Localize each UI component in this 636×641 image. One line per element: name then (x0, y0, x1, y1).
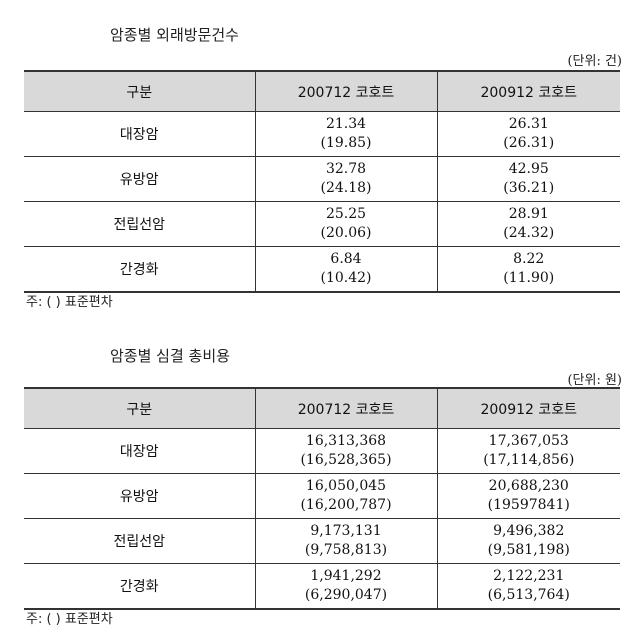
std-dev-value: (10.42) (320, 270, 372, 286)
costs-footnote: 주: ( ) 표준편차 (26, 612, 113, 627)
cohort-2009-cell: 8.22 (11.90) (436, 246, 620, 293)
table-row: 간경화 1,941,292 (6,290,047) 2,122,231 (6,5… (24, 563, 620, 610)
std-dev-value: (20.06) (320, 225, 372, 241)
mean-value: 9,496,382 (493, 523, 565, 539)
mean-value: 17,367,053 (488, 433, 569, 449)
costs-table-title: 암종별 심결 총비용 (110, 347, 230, 365)
cohort-2007-cell: 25.25 (20.06) (254, 201, 437, 247)
cohort-2007-cell: 6.84 (10.42) (254, 246, 437, 293)
visits-header-category: 구분 (24, 70, 255, 112)
row-label: 전립선암 (24, 518, 255, 564)
costs-header-2007-cohort: 200712 코호트 (254, 387, 437, 429)
mean-value: 2,122,231 (493, 568, 565, 584)
cohort-2007-cell: 16,050,045 (16,200,787) (254, 473, 437, 519)
mean-value: 9,173,131 (310, 523, 382, 539)
std-dev-value: (11.90) (503, 270, 555, 286)
std-dev-value: (9,758,813) (304, 542, 388, 558)
costs-header-row: 구분 200712 코호트 200912 코호트 (24, 387, 620, 429)
table-row: 유방암 32.78 (24.18) 42.95 (36.21) (24, 156, 620, 202)
cohort-2009-cell: 2,122,231 (6,513,764) (436, 563, 620, 610)
visits-header-2009-cohort: 200912 코호트 (436, 70, 620, 112)
cohort-2009-cell: 42.95 (36.21) (436, 156, 620, 202)
row-label: 전립선암 (24, 201, 255, 247)
cohort-2009-cell: 26.31 (26.31) (436, 111, 620, 157)
std-dev-value: (19597841) (487, 497, 570, 513)
table-row: 전립선암 9,173,131 (9,758,813) 9,496,382 (9,… (24, 518, 620, 564)
costs-unit-label: (단위: 원) (567, 373, 622, 388)
table-row: 유방암 16,050,045 (16,200,787) 20,688,230 (… (24, 473, 620, 519)
row-label: 대장암 (24, 428, 255, 474)
costs-header-category: 구분 (24, 387, 255, 429)
table-row: 간경화 6.84 (10.42) 8.22 (11.90) (24, 246, 620, 293)
mean-value: 21.34 (325, 116, 367, 132)
row-label: 유방암 (24, 473, 255, 519)
costs-table: 구분 200712 코호트 200912 코호트 대장암 16,313,368 … (24, 387, 620, 610)
std-dev-value: (6,290,047) (304, 587, 388, 603)
std-dev-value: (16,200,787) (300, 497, 392, 513)
mean-value: 28.91 (508, 206, 549, 222)
std-dev-value: (36.21) (503, 180, 555, 196)
mean-value: 25.25 (325, 206, 367, 222)
mean-value: 26.31 (508, 116, 549, 132)
cohort-2009-cell: 20,688,230 (19597841) (436, 473, 620, 519)
cohort-2009-cell: 9,496,382 (9,581,198) (436, 518, 620, 564)
cohort-2009-cell: 28.91 (24.32) (436, 201, 620, 247)
cohort-2007-cell: 21.34 (19.85) (254, 111, 437, 157)
cohort-2007-cell: 32.78 (24.18) (254, 156, 437, 202)
table-row: 대장암 21.34 (19.85) 26.31 (26.31) (24, 111, 620, 157)
cohort-2007-cell: 16,313,368 (16,528,365) (254, 428, 437, 474)
mean-value: 6.84 (330, 251, 362, 267)
std-dev-value: (16,528,365) (300, 452, 392, 468)
visits-table-title: 암종별 외래방문건수 (110, 26, 239, 44)
std-dev-value: (9,581,198) (487, 542, 570, 558)
std-dev-value: (24.18) (320, 180, 372, 196)
std-dev-value: (19.85) (320, 135, 372, 151)
row-label: 유방암 (24, 156, 255, 202)
mean-value: 32.78 (325, 161, 367, 177)
cohort-2009-cell: 17,367,053 (17,114,856) (436, 428, 620, 474)
table-row: 대장암 16,313,368 (16,528,365) 17,367,053 (… (24, 428, 620, 474)
cohort-2007-cell: 1,941,292 (6,290,047) (254, 563, 437, 610)
visits-table: 구분 200712 코호트 200912 코호트 대장암 21.34 (19.8… (24, 70, 620, 293)
std-dev-value: (24.32) (503, 225, 555, 241)
mean-value: 20,688,230 (488, 478, 569, 494)
costs-header-2009-cohort: 200912 코호트 (436, 387, 620, 429)
mean-value: 8.22 (513, 251, 545, 267)
std-dev-value: (17,114,856) (483, 452, 575, 468)
row-label: 간경화 (24, 563, 255, 610)
row-label: 간경화 (24, 246, 255, 293)
mean-value: 16,313,368 (305, 433, 387, 449)
visits-footnote: 주: ( ) 표준편차 (26, 295, 113, 310)
cohort-2007-cell: 9,173,131 (9,758,813) (254, 518, 437, 564)
std-dev-value: (26.31) (503, 135, 555, 151)
std-dev-value: (6,513,764) (487, 587, 570, 603)
visits-unit-label: (단위: 건) (567, 54, 622, 69)
visits-header-2007-cohort: 200712 코호트 (254, 70, 437, 112)
mean-value: 42.95 (508, 161, 549, 177)
mean-value: 1,941,292 (310, 568, 382, 584)
row-label: 대장암 (24, 111, 255, 157)
visits-header-row: 구분 200712 코호트 200912 코호트 (24, 70, 620, 112)
table-row: 전립선암 25.25 (20.06) 28.91 (24.32) (24, 201, 620, 247)
mean-value: 16,050,045 (305, 478, 387, 494)
